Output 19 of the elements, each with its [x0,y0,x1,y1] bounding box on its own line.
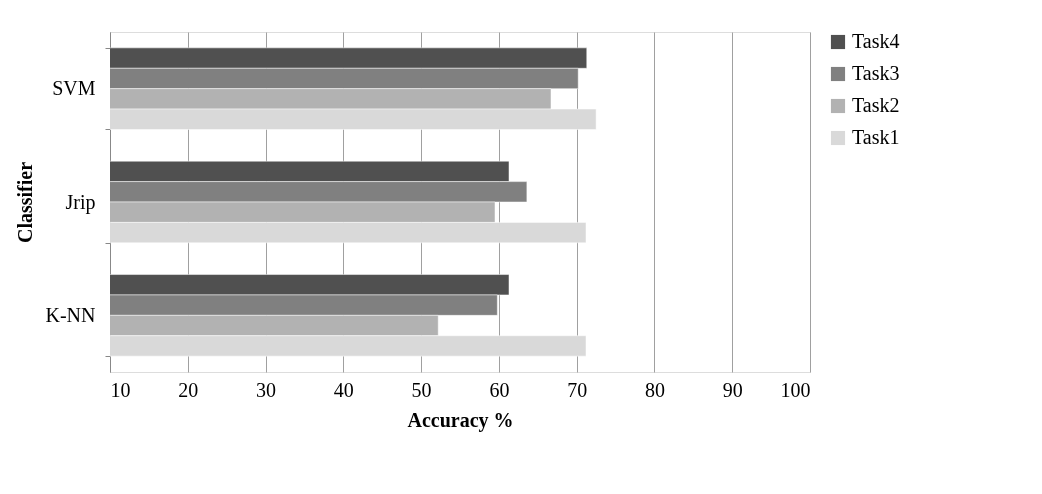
y-tick-label: K-NN [45,303,96,326]
x-axis-title: Accuracy % [407,408,514,432]
legend-label: Task1 [852,126,900,148]
x-tick-label: 30 [256,378,277,401]
x-tick-label: 100 [780,378,811,401]
x-tick-label: 40 [333,378,354,401]
x-tick-label: 20 [178,378,199,401]
y-tick-label: Jrip [65,190,96,214]
legend-label: Task4 [852,30,900,52]
x-tick-label: 50 [411,378,432,401]
x-tick-label: 70 [567,378,588,401]
legend-label: Task3 [852,62,900,84]
legend-label: Task2 [852,94,900,116]
x-tick-label: 10 [110,378,131,401]
x-tick-label: 60 [489,378,510,401]
x-tick-label: 80 [644,378,665,401]
x-tick-label: 90 [722,378,743,401]
y-tick-label: SVM [52,77,96,100]
y-axis-title: Classifier [13,161,36,244]
